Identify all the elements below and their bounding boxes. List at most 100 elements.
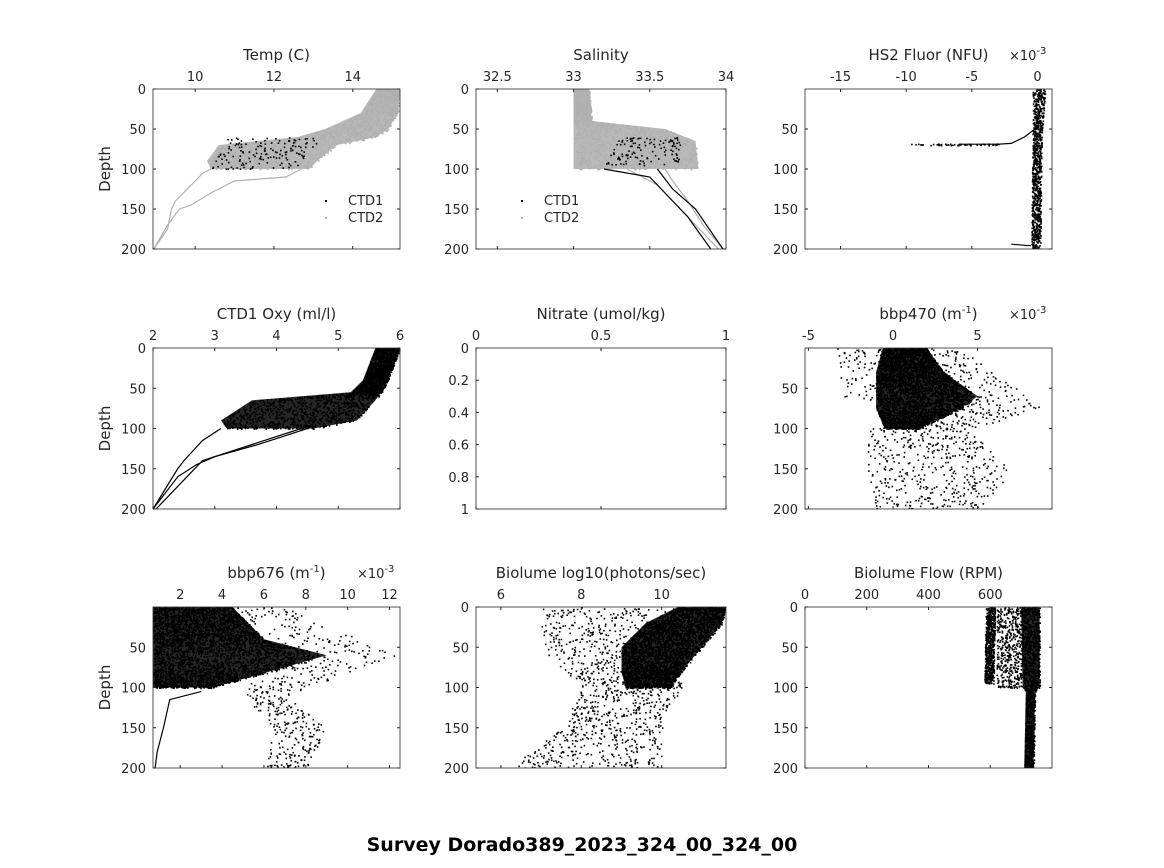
data-point [654, 146, 656, 148]
data-point [1034, 200, 1036, 202]
data-point [1039, 106, 1041, 108]
data-point [1041, 142, 1043, 144]
data-point [1042, 113, 1044, 115]
data-point [1042, 130, 1044, 132]
x-tick-label: -15 [830, 70, 851, 85]
data-point [1032, 156, 1034, 158]
data-point [1036, 238, 1038, 240]
data-point [1034, 226, 1036, 228]
data-point [989, 145, 991, 147]
data-point [281, 163, 283, 165]
data-point [1032, 207, 1034, 209]
data-point [290, 148, 292, 150]
data-point [295, 161, 297, 163]
data-point [1040, 191, 1042, 193]
data-point [1039, 229, 1041, 231]
data-point [952, 145, 954, 147]
data-point [305, 147, 307, 149]
data-point [1032, 180, 1034, 182]
data-point [613, 154, 615, 156]
data-point [1042, 128, 1044, 130]
data-point [228, 168, 230, 170]
data-point [1038, 190, 1040, 192]
data-point [642, 161, 644, 163]
data-point [1037, 114, 1039, 116]
data-point [1039, 211, 1041, 213]
data-point [1038, 143, 1040, 145]
data-point [658, 158, 660, 160]
data-point [664, 147, 666, 149]
data-point [676, 143, 678, 145]
data-point [1033, 189, 1035, 191]
data-point [1036, 115, 1038, 117]
data-point [1037, 138, 1039, 140]
exponent: -3 [1036, 46, 1046, 57]
data-point [1034, 151, 1036, 153]
data-point [1040, 223, 1042, 225]
data-point [1041, 158, 1043, 160]
data-point [1035, 112, 1037, 114]
data-point [223, 154, 225, 156]
data-point [1032, 234, 1034, 236]
data-point [239, 160, 241, 162]
data-point [255, 149, 257, 151]
y-tick-label: 150 [773, 203, 798, 218]
data-point [1039, 98, 1041, 100]
data-point [1040, 184, 1042, 186]
data-point [618, 158, 620, 160]
data-point [1037, 101, 1039, 103]
data-point [1039, 156, 1041, 158]
data-point [1035, 198, 1037, 200]
data-point [1035, 173, 1037, 175]
data-point [615, 164, 617, 166]
data-point [1036, 117, 1038, 119]
data-point [256, 153, 258, 155]
data-point [1037, 219, 1039, 221]
data-point [652, 151, 654, 153]
data-point [1032, 196, 1034, 198]
data-point [1032, 170, 1034, 172]
data-point [1034, 154, 1036, 156]
data-point [301, 150, 303, 152]
data-point [260, 156, 262, 158]
data-point [260, 142, 262, 144]
data-point [1043, 117, 1045, 119]
data-point [280, 150, 282, 152]
data-point [1041, 104, 1043, 106]
data-point [1035, 209, 1037, 211]
data-point [1033, 92, 1035, 94]
data-point [639, 147, 641, 149]
data-point [280, 164, 282, 166]
data-point [1038, 198, 1040, 200]
data-point [630, 156, 632, 158]
data-point [660, 140, 662, 142]
data-point [1037, 214, 1039, 216]
data-point [1032, 213, 1034, 215]
data-point [217, 166, 219, 168]
data-point [1031, 239, 1033, 241]
data-point [1033, 222, 1035, 224]
data-point [1040, 238, 1042, 240]
data-point [635, 156, 637, 158]
data-point [1038, 96, 1040, 98]
data-point [273, 167, 275, 169]
data-point [1034, 218, 1036, 220]
data-point [922, 144, 924, 146]
data-point [249, 161, 251, 163]
data-point [255, 141, 257, 143]
data-point [1039, 188, 1041, 190]
data-point [639, 169, 641, 171]
data-point [264, 140, 266, 142]
data-point [1039, 111, 1041, 113]
data-point [1041, 111, 1043, 113]
series-line-HS2 [1011, 244, 1031, 246]
data-point [1041, 125, 1043, 127]
data-point [1040, 200, 1042, 202]
data-point [1037, 152, 1039, 154]
data-point [1043, 112, 1045, 114]
data-point [270, 157, 272, 159]
data-point [1033, 175, 1035, 177]
data-point [981, 145, 983, 147]
